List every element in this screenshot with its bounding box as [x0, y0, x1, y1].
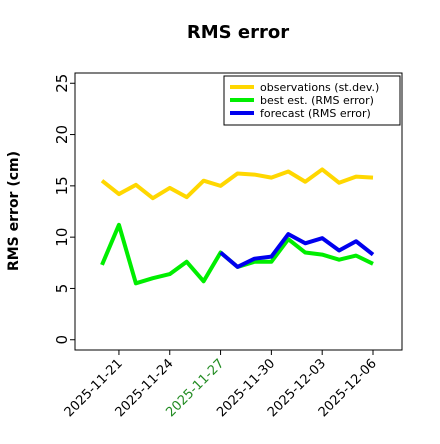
y-tick-label: 5	[53, 284, 71, 294]
chart-title: RMS error	[187, 22, 289, 43]
series-line	[219, 232, 375, 269]
series-line	[100, 167, 374, 201]
y-axis-label: RMS error (cm)	[6, 151, 22, 271]
y-tick-label: 20	[53, 125, 71, 144]
legend-label: forecast (RMS error)	[260, 107, 371, 120]
y-tick-label: 10	[53, 228, 71, 247]
legend-label: best est. (RMS error)	[260, 94, 374, 107]
y-tick-label: 15	[53, 176, 71, 195]
y-tick-label: 0	[53, 335, 71, 345]
plot-frame	[74, 72, 403, 351]
series-line	[100, 222, 374, 286]
y-tick-label: 25	[53, 74, 71, 93]
legend-label: observations (st.dev.)	[260, 81, 379, 94]
